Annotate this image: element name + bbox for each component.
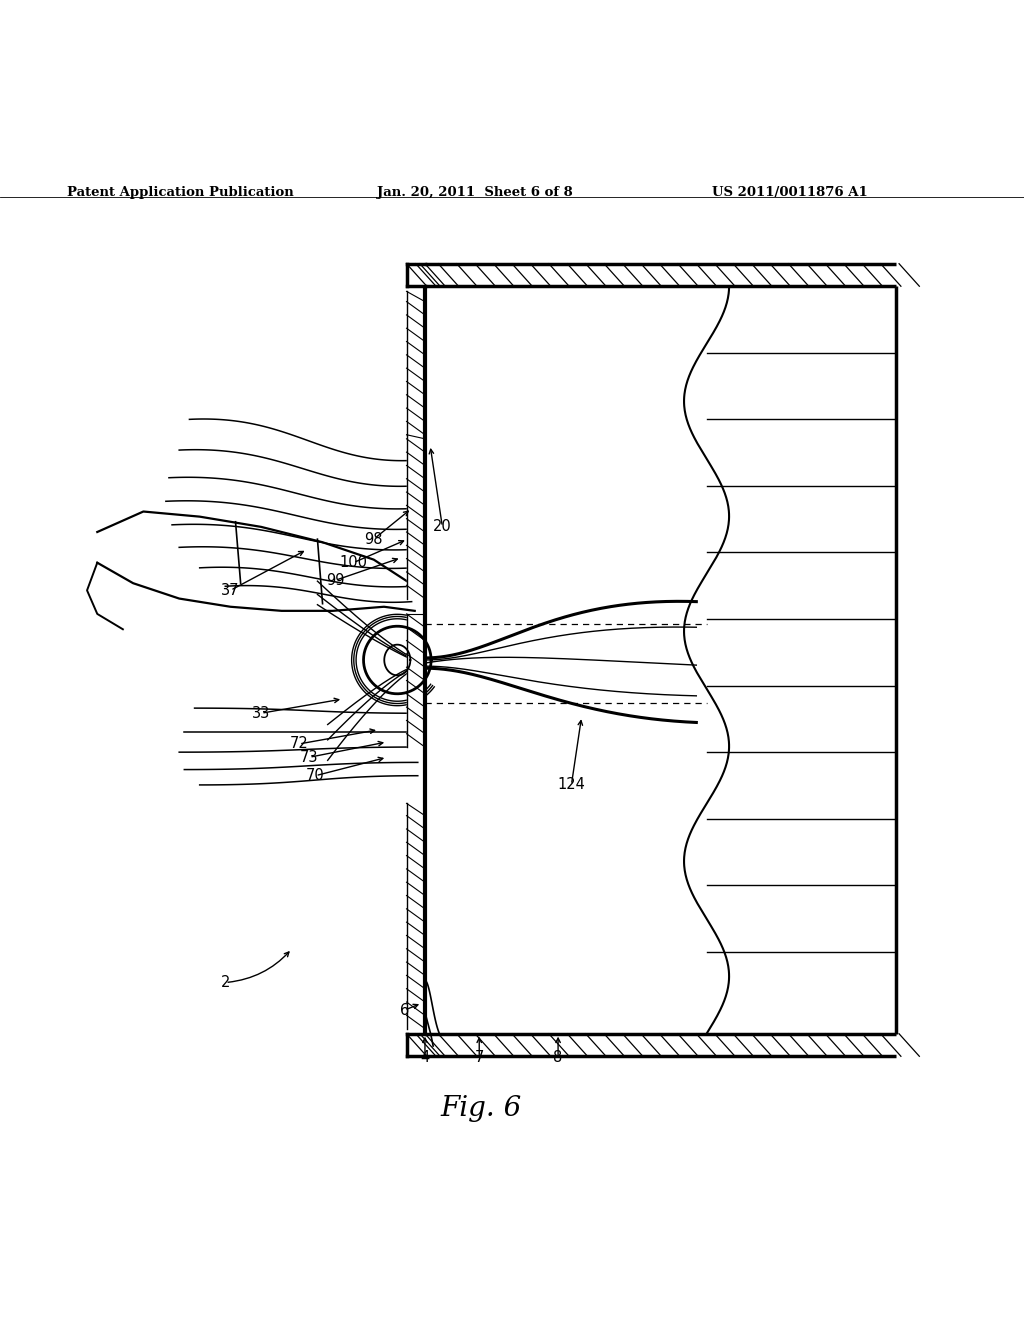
Text: 37: 37 — [221, 583, 240, 598]
Text: 33: 33 — [252, 706, 270, 721]
Text: Patent Application Publication: Patent Application Publication — [67, 186, 293, 199]
Text: US 2011/0011876 A1: US 2011/0011876 A1 — [712, 186, 867, 199]
Text: 73: 73 — [300, 750, 318, 764]
Text: 4: 4 — [420, 1049, 430, 1065]
Text: 20: 20 — [433, 519, 452, 535]
Polygon shape — [407, 434, 425, 598]
Text: 124: 124 — [557, 777, 586, 792]
Text: 98: 98 — [365, 532, 383, 546]
Text: Fig. 6: Fig. 6 — [440, 1096, 522, 1122]
Text: 70: 70 — [306, 768, 325, 783]
Text: Jan. 20, 2011  Sheet 6 of 8: Jan. 20, 2011 Sheet 6 of 8 — [377, 186, 572, 199]
Polygon shape — [407, 292, 425, 434]
Text: 8: 8 — [553, 1049, 563, 1065]
Polygon shape — [407, 614, 425, 747]
Text: 2: 2 — [220, 975, 230, 990]
Text: 100: 100 — [339, 556, 368, 570]
Text: 72: 72 — [290, 737, 308, 751]
Polygon shape — [407, 804, 425, 1028]
Text: 6: 6 — [399, 1003, 410, 1018]
Text: 7: 7 — [474, 1049, 484, 1065]
Text: 99: 99 — [327, 573, 345, 587]
